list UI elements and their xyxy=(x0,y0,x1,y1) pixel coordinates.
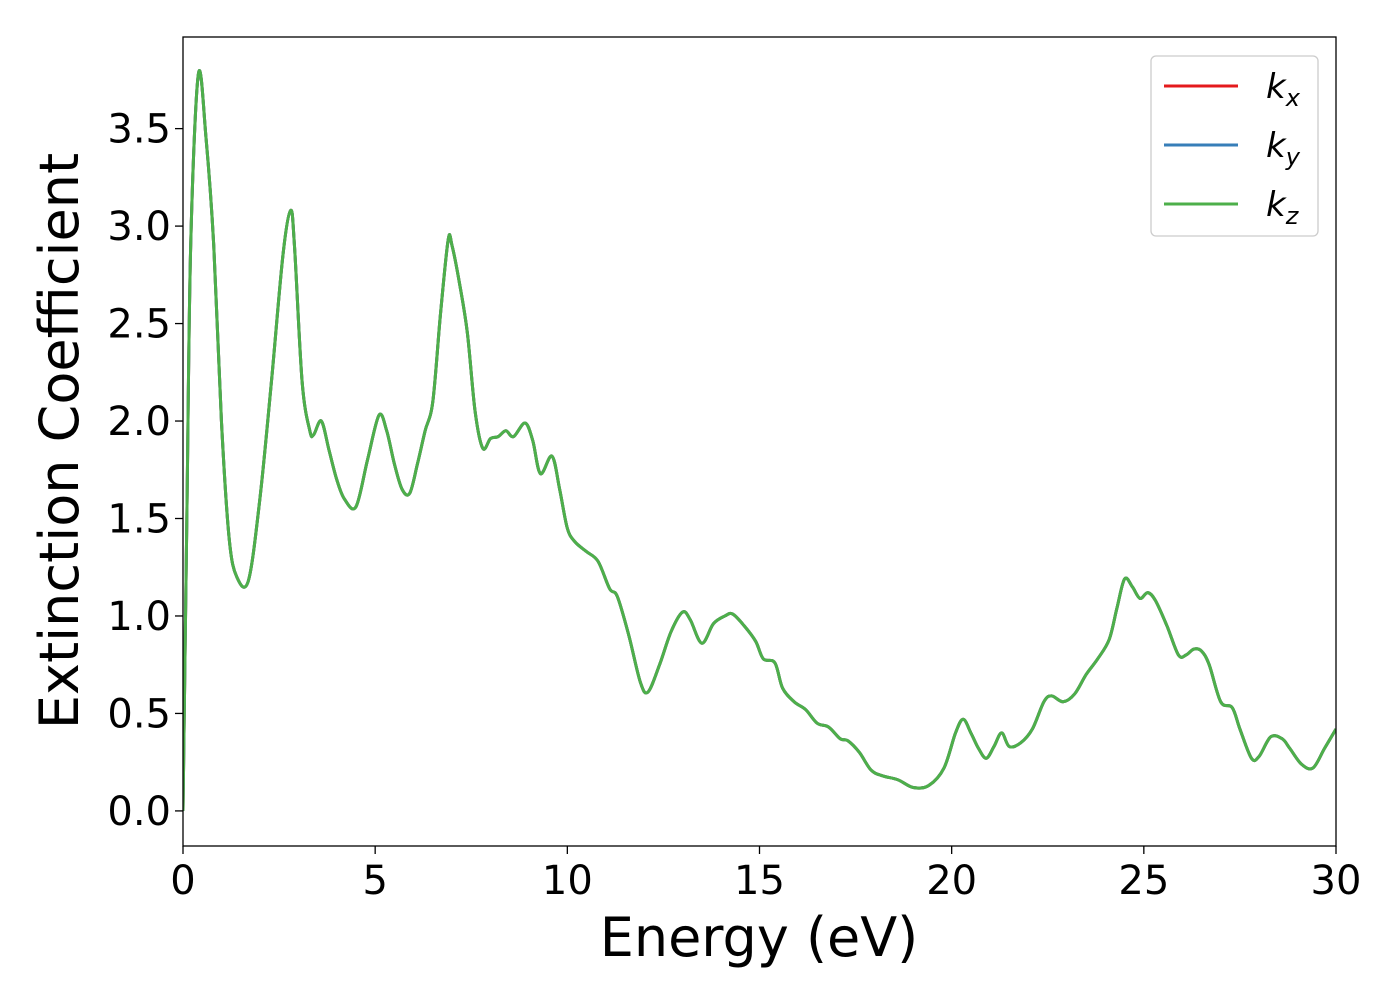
x-tick-label: 0 xyxy=(170,858,195,904)
x-axis: 0 5 10 15 20 25 30 xyxy=(170,846,1361,904)
legend-label-kz: kz xyxy=(1266,185,1300,230)
y-tick-label: 0.5 xyxy=(107,691,171,737)
legend-label-kx: kx xyxy=(1266,67,1301,112)
x-axis-title: Energy (eV) xyxy=(600,906,919,969)
x-tick-label: 30 xyxy=(1311,858,1362,904)
x-tick-label: 10 xyxy=(542,858,593,904)
y-tick-label: 0.0 xyxy=(107,789,171,835)
y-tick-label: 1.0 xyxy=(107,594,171,640)
y-tick-label: 3.5 xyxy=(107,107,171,153)
y-tick-label: 2.0 xyxy=(107,399,171,445)
legend: kx ky kz xyxy=(1150,55,1319,237)
y-tick-label: 1.5 xyxy=(107,497,171,543)
y-tick-label: 3.0 xyxy=(107,204,171,250)
plot-lines xyxy=(183,69,1336,811)
x-tick-label: 20 xyxy=(926,858,977,904)
x-tick-label: 25 xyxy=(1118,858,1169,904)
y-axis: 0.0 0.5 1.0 1.5 2.0 2.5 3.0 3.5 xyxy=(107,107,183,835)
y-axis-title: Extinction Coefficient xyxy=(28,153,91,729)
y-tick-label: 2.5 xyxy=(107,302,171,348)
x-tick-label: 15 xyxy=(734,858,785,904)
x-tick-label: 5 xyxy=(362,858,387,904)
series-line-kz xyxy=(183,69,1336,811)
legend-label-ky: ky xyxy=(1266,126,1301,171)
